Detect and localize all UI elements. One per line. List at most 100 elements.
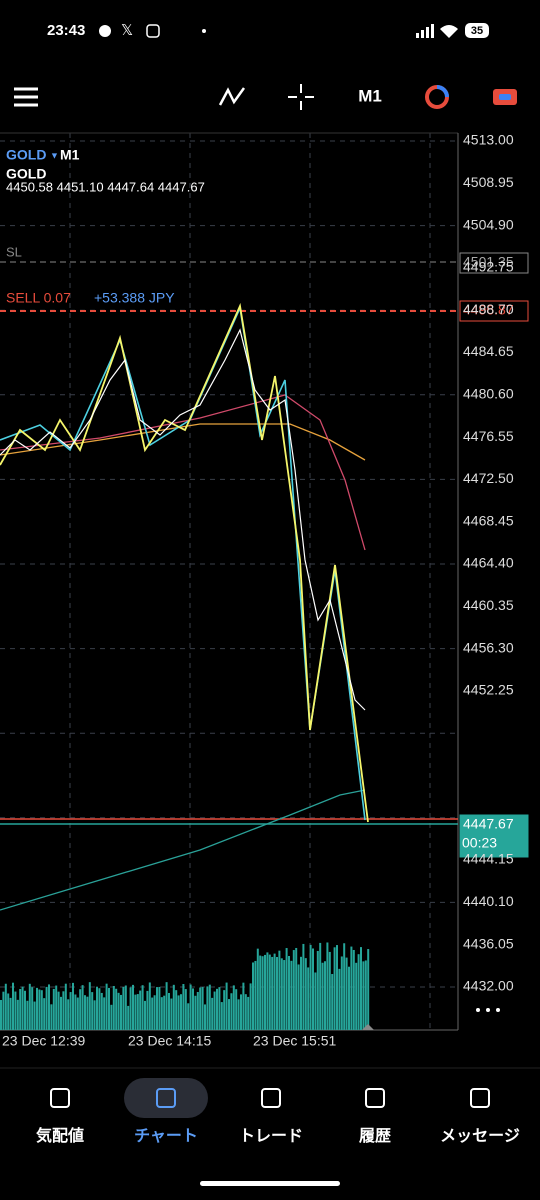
timeframe-button[interactable]: M1 xyxy=(358,86,382,105)
volume-bar xyxy=(122,987,125,1030)
nav-label[interactable]: 気配値 xyxy=(36,1126,84,1145)
volume-bar xyxy=(24,990,26,1030)
price-label: 4476.55 xyxy=(463,428,514,444)
price-line xyxy=(0,328,366,711)
volume-bar xyxy=(242,982,245,1030)
nav-icon[interactable] xyxy=(156,1088,176,1108)
nav-icon[interactable] xyxy=(365,1088,385,1108)
more-dot[interactable] xyxy=(476,1008,480,1012)
price-label: 4484.65 xyxy=(463,343,514,359)
volume-bar xyxy=(74,994,77,1030)
volume-bar xyxy=(0,1000,2,1030)
price-tag xyxy=(459,814,529,858)
price-label: 4460.35 xyxy=(463,597,514,613)
volume-bar xyxy=(38,989,41,1030)
nav-label[interactable]: チャート xyxy=(134,1128,198,1145)
volume-bar xyxy=(285,948,288,1030)
volume-bar xyxy=(206,986,209,1030)
grid xyxy=(0,133,458,1030)
price-label: 4492.75 xyxy=(463,259,514,275)
nav-label[interactable]: 履歴 xyxy=(359,1127,391,1145)
volume-bar xyxy=(340,956,343,1030)
volume-bar xyxy=(223,990,226,1030)
volume-bar xyxy=(364,960,367,1030)
nav-label[interactable]: メッセージ xyxy=(440,1128,520,1145)
volume-bar xyxy=(4,983,7,1030)
price-label: 4472.50 xyxy=(463,470,514,486)
volume-bar xyxy=(220,1002,223,1030)
volume-bar xyxy=(134,994,137,1030)
chart-timeframe: M1 xyxy=(60,147,80,163)
price-label: 4480.60 xyxy=(463,386,514,402)
more-dot[interactable] xyxy=(486,1008,490,1012)
time-label: 23 Dec 15:51 xyxy=(253,1033,336,1049)
volume-bar xyxy=(309,944,312,1030)
volume-bar xyxy=(79,989,82,1030)
volume-bar xyxy=(64,983,67,1030)
indicators-button[interactable] xyxy=(218,87,246,106)
volume-bar xyxy=(182,984,185,1030)
nav-label[interactable]: トレード xyxy=(239,1128,303,1145)
crosshair-button[interactable] xyxy=(288,84,314,110)
zigzag-yellow xyxy=(0,302,369,823)
volume-bar xyxy=(259,955,262,1030)
volume-bar xyxy=(256,948,259,1030)
volume-bar xyxy=(141,985,144,1030)
home-indicator xyxy=(200,1181,340,1186)
volume-bar xyxy=(355,962,358,1030)
volume-bar xyxy=(208,984,211,1030)
volume-bar xyxy=(352,949,355,1030)
nav-icon[interactable] xyxy=(470,1088,490,1108)
price-label: 4452.25 xyxy=(463,682,514,698)
nav-icon[interactable] xyxy=(50,1088,70,1108)
nav-icon[interactable] xyxy=(261,1088,281,1108)
price-tag xyxy=(459,300,529,322)
volume-bar xyxy=(115,988,118,1030)
volume-bar xyxy=(331,974,334,1030)
volume-bar xyxy=(244,994,247,1030)
volume-bar xyxy=(264,954,266,1030)
price-label: 4436.05 xyxy=(463,935,514,951)
symbol[interactable]: GOLD xyxy=(6,147,46,163)
volume-bar xyxy=(81,985,84,1030)
volume-bar xyxy=(348,966,350,1030)
volume-bar xyxy=(204,1004,206,1030)
more-dot[interactable] xyxy=(496,1008,500,1012)
volume-bar xyxy=(192,988,194,1030)
volume-bar xyxy=(16,999,19,1030)
volume-bar xyxy=(189,984,192,1030)
volume-bar xyxy=(276,957,278,1030)
volume-bar xyxy=(314,972,317,1030)
volume-bar xyxy=(62,991,65,1030)
volume-bar xyxy=(153,995,156,1030)
volume-bar xyxy=(184,989,187,1030)
volume-bar xyxy=(326,942,329,1030)
signal-icon xyxy=(416,24,434,38)
volume-bar xyxy=(163,995,166,1030)
volume-bar xyxy=(43,998,46,1030)
volume-bar xyxy=(213,991,216,1030)
volume-bar xyxy=(235,989,238,1030)
price-label: 4468.45 xyxy=(463,512,514,528)
volume-bar xyxy=(91,992,94,1030)
sl-label: SL xyxy=(6,244,22,259)
volume-bar xyxy=(84,995,86,1030)
volume-bar xyxy=(132,984,134,1030)
scroll-marker xyxy=(362,1024,374,1030)
volume-bar xyxy=(336,945,338,1030)
price-label: 4504.90 xyxy=(463,216,514,232)
volume-bar xyxy=(48,984,50,1030)
volume-bar xyxy=(360,947,362,1030)
price-label: 4501.35 xyxy=(463,254,514,270)
volume-bar xyxy=(129,987,132,1030)
volume-bar xyxy=(160,997,163,1030)
volume-bar xyxy=(280,958,283,1030)
volume-bar xyxy=(36,987,38,1030)
ohlc: 4450.58 4451.10 4447.64 4447.67 xyxy=(6,179,205,194)
volume-bar xyxy=(180,994,182,1030)
volume-bar xyxy=(40,990,43,1030)
menu-button[interactable] xyxy=(14,87,38,107)
volume-bar xyxy=(254,960,257,1030)
volume-bar xyxy=(45,986,48,1030)
volume-bar xyxy=(168,992,170,1030)
